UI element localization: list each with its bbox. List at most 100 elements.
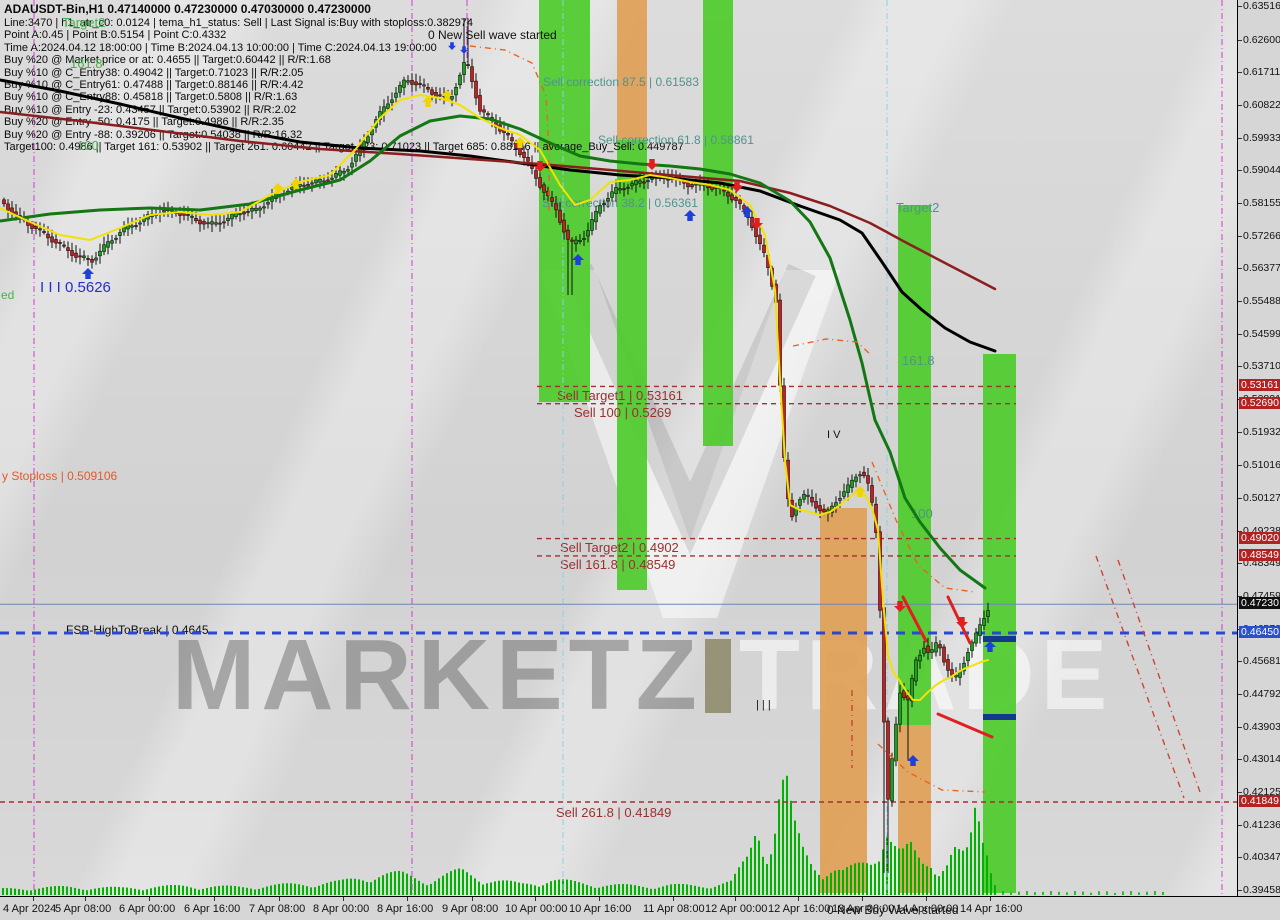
time-tick-label: 8 Apr 00:00 bbox=[313, 903, 370, 915]
price-tick-label: 0.43014 bbox=[1243, 753, 1280, 765]
price-tick-label: 0.40347 bbox=[1243, 851, 1280, 863]
time-tick-mark bbox=[673, 897, 674, 901]
price-tick-mark bbox=[1238, 40, 1242, 41]
price-tick-label: 0.39458 bbox=[1243, 884, 1280, 896]
chart-annotation: | | | bbox=[756, 699, 771, 711]
price-tick-label: 0.45681 bbox=[1243, 655, 1280, 667]
price-badge: 0.41849 bbox=[1239, 795, 1280, 807]
time-tick-label: 4 Apr 2024 bbox=[3, 903, 57, 915]
watermark-brand: MARKETZTRADE bbox=[172, 625, 1113, 725]
time-tick-mark bbox=[472, 897, 473, 901]
indicator-info-line: Line:3470 | h1_atr_c0: 0.0124 | tema_h1_… bbox=[4, 17, 474, 29]
indicator-info-line: Point A:0.45 | Point B:0.5154 | Point C:… bbox=[4, 29, 227, 42]
chart-annotation: Target2 bbox=[62, 15, 106, 30]
chart-annotation: I I I 0.5626 bbox=[40, 279, 111, 296]
indicator-info-line: Time A:2024.04.12 18:00:00 | Time B:2024… bbox=[4, 41, 437, 54]
price-tick-mark bbox=[1238, 498, 1242, 499]
price-badge: 0.46450 bbox=[1239, 626, 1280, 638]
time-tick-label: 11 Apr 08:00 bbox=[643, 903, 705, 915]
chart-annotation: Sell correction 61.8 | 0.58861 bbox=[598, 133, 754, 147]
chart-annotation: ed bbox=[1, 288, 15, 302]
indicator-info-line: Buy %20 @ Entry -88: 0.39206 || Target:0… bbox=[4, 128, 303, 141]
price-tick-mark bbox=[1238, 334, 1242, 335]
price-tick-mark bbox=[1238, 236, 1242, 237]
price-tick-label: 0.59044 bbox=[1243, 164, 1280, 176]
sell-zone bbox=[617, 0, 647, 140]
time-tick-mark bbox=[798, 897, 799, 901]
time-tick-label: 8 Apr 16:00 bbox=[377, 903, 434, 915]
price-tick-mark bbox=[1238, 857, 1242, 858]
chart-canvas[interactable]: MARKETZTRADE ADAUSDT-Bin,H1 0.47140000 0… bbox=[0, 0, 1237, 896]
time-tick-mark bbox=[279, 897, 280, 901]
time-tick-label: 7 Apr 08:00 bbox=[249, 903, 306, 915]
price-tick-label: 0.55488 bbox=[1243, 295, 1280, 307]
chart-annotation: Sell 100 | 0.5269 bbox=[574, 405, 672, 420]
price-badge: 0.49020 bbox=[1239, 532, 1280, 544]
watermark: MARKETZTRADE bbox=[172, 263, 1113, 725]
time-tick-label: 12 Apr 16:00 bbox=[768, 903, 831, 915]
price-tick-mark bbox=[1238, 596, 1242, 597]
price-tick-mark bbox=[1238, 694, 1242, 695]
price-tick-label: 0.60822 bbox=[1243, 99, 1280, 111]
time-tick-mark bbox=[407, 897, 408, 901]
time-tick-mark bbox=[535, 897, 536, 901]
price-tick-label: 0.54599 bbox=[1243, 328, 1280, 340]
price-tick-mark bbox=[1238, 792, 1242, 793]
time-tick-label: 5 Apr 08:00 bbox=[55, 903, 112, 915]
price-tick-label: 0.43903 bbox=[1243, 721, 1280, 733]
price-tick-mark bbox=[1238, 890, 1242, 891]
time-tick-label: 6 Apr 16:00 bbox=[184, 903, 241, 915]
price-axis[interactable]: 0.63516 0.62600 0.61711 0.60822 0.59933 0.590… bbox=[1237, 0, 1280, 896]
plot-svg bbox=[0, 0, 1237, 896]
brand-logo-m-icon bbox=[540, 263, 840, 618]
indicator-info-line: Buy %10 @ C_Entry38: 0.49042 || Target:0… bbox=[4, 66, 304, 79]
chart-annotation: Target2 bbox=[896, 200, 940, 215]
price-tick-label: 0.51932 bbox=[1243, 426, 1280, 438]
chart-annotation: Sell 161.8 | 0.48549 bbox=[560, 557, 676, 572]
chart-annotation: y Stoploss | 0.509106 bbox=[2, 469, 118, 483]
time-tick-label: 13 Apr 08:00 bbox=[832, 903, 895, 915]
price-tick-label: 0.59933 bbox=[1243, 132, 1280, 144]
price-tick-mark bbox=[1238, 268, 1242, 269]
chart-annotation: Sell Target2 | 0.4902 bbox=[560, 540, 679, 555]
price-badge: 0.48549 bbox=[1239, 549, 1280, 561]
indicator-info-line: Buy %10 @ C_Entry61: 0.47488 || Target:0… bbox=[4, 79, 304, 92]
chart-annotation: Sell 261.8 | 0.41849 bbox=[556, 805, 672, 820]
price-tick-mark bbox=[1238, 432, 1242, 433]
price-tick-mark bbox=[1238, 105, 1242, 106]
price-tick-mark bbox=[1238, 727, 1242, 728]
time-tick-mark bbox=[862, 897, 863, 901]
symbol-ohlc-title: ADAUSDT-Bin,H1 0.47140000 0.47230000 0.4… bbox=[4, 2, 371, 16]
price-tick-mark bbox=[1238, 825, 1242, 826]
price-tick-mark bbox=[1238, 6, 1242, 7]
chart-annotation: 161.8 bbox=[902, 353, 935, 368]
time-tick-mark bbox=[33, 897, 34, 901]
time-tick-mark bbox=[149, 897, 150, 901]
buy-zone bbox=[983, 354, 1016, 893]
time-axis[interactable]: 4 Apr 2024 5 Apr 08:00 6 Apr 00:00 6 Apr 16… bbox=[0, 896, 1280, 920]
time-tick-mark bbox=[85, 897, 86, 901]
price-tick-mark bbox=[1238, 203, 1242, 204]
price-tick-label: 0.41236 bbox=[1243, 819, 1280, 831]
price-tick-mark bbox=[1238, 563, 1242, 564]
price-tick-mark bbox=[1238, 170, 1242, 171]
time-tick-label: 10 Apr 00:00 bbox=[505, 903, 568, 915]
time-tick-label: 9 Apr 08:00 bbox=[442, 903, 499, 915]
chart-annotation: 100 bbox=[77, 138, 99, 153]
price-tick-label: 0.62600 bbox=[1243, 34, 1280, 46]
price-badge: 0.52690 bbox=[1239, 397, 1280, 409]
time-tick-label: 14 Apr 16:00 bbox=[960, 903, 1023, 915]
price-tick-mark bbox=[1238, 138, 1242, 139]
price-tick-mark bbox=[1238, 465, 1242, 466]
price-tick-label: 0.50127 bbox=[1243, 492, 1280, 504]
buy-zone bbox=[617, 140, 647, 590]
time-tick-label: 6 Apr 00:00 bbox=[119, 903, 176, 915]
price-badge: 0.53161 bbox=[1239, 379, 1280, 391]
indicator-info-line: Buy %20 @ Market price or at: 0.4655 || … bbox=[4, 54, 331, 67]
price-badge: 0.47230 bbox=[1239, 597, 1280, 609]
time-tick-label: 14 Apr 00:00 bbox=[896, 903, 959, 915]
chart-annotation: Sell correction 38.2 | 0.56361 bbox=[542, 196, 698, 210]
price-tick-mark bbox=[1238, 301, 1242, 302]
price-tick-label: 0.57266 bbox=[1243, 230, 1280, 242]
